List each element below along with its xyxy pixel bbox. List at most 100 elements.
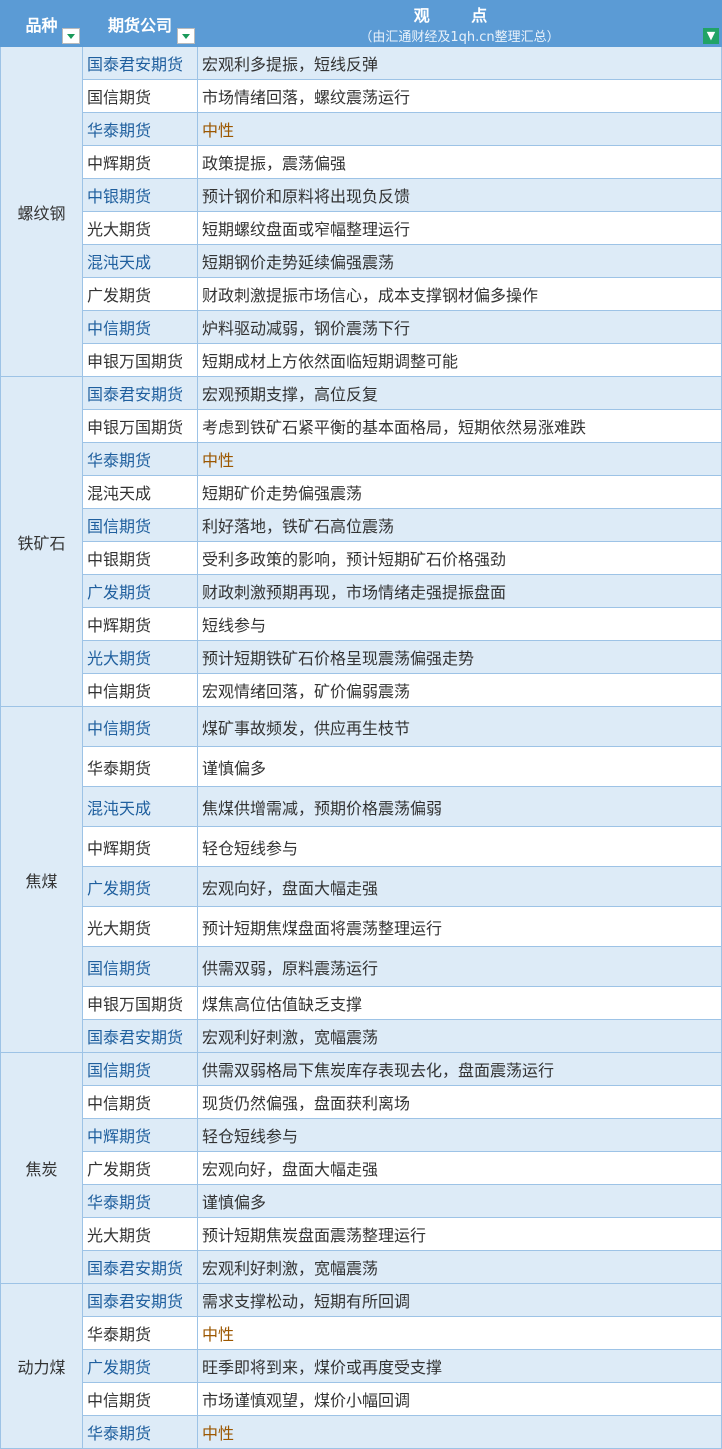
table-row: 中信期货 宏观情绪回落，矿价偏弱震荡 <box>1 673 722 707</box>
view-cell: 预计短期焦煤盘面将震荡整理运行 <box>197 906 722 947</box>
table-row: 中银期货 预计钢价和原料将出现负反馈 <box>1 178 722 212</box>
view-cell: 轻仓短线参与 <box>197 826 722 867</box>
company-cell: 混沌天成 <box>82 786 198 827</box>
table-row: 中银期货 受利多政策的影响，预计短期矿石价格强劲 <box>1 541 722 575</box>
table-row: 申银万国期货 煤焦高位估值缺乏支撑 <box>1 986 722 1020</box>
table-row: 中辉期货 轻仓短线参与 <box>1 826 722 867</box>
table-row: 焦煤 中信期货 煤矿事故频发，供应再生枝节 <box>0 706 722 1053</box>
company-cell: 华泰期货 <box>82 442 198 476</box>
view-cell: 受利多政策的影响，预计短期矿石价格强劲 <box>197 541 722 575</box>
variety-cell: 焦煤 <box>0 706 83 1053</box>
view-header: 观 点（由汇通财经及1qh.cn整理汇总） ▼ <box>197 0 722 47</box>
view-cell: 预计短期铁矿石价格呈现震荡偏强走势 <box>197 640 722 674</box>
variety-cell: 铁矿石 <box>0 376 83 707</box>
table-row: 螺纹钢 国泰君安期货 宏观利多提振，短线反弹 <box>0 46 722 377</box>
company-cell: 华泰期货 <box>82 1316 198 1350</box>
view-cell: 中性 <box>197 442 722 476</box>
view-cell: 供需双弱，原料震荡运行 <box>197 946 722 987</box>
header-row: 品种 期货公司 观 点（由汇通财经及1qh.cn整理汇总） ▼ <box>0 0 722 47</box>
company-cell: 中信期货 <box>82 1085 198 1119</box>
table-row: 光大期货 短期螺纹盘面或窄幅整理运行 <box>1 211 722 245</box>
company-cell: 广发期货 <box>82 1349 198 1383</box>
view-cell: 宏观向好，盘面大幅走强 <box>197 1151 722 1185</box>
view-cell: 短期螺纹盘面或窄幅整理运行 <box>197 211 722 245</box>
view-cell: 煤矿事故频发，供应再生枝节 <box>197 706 722 747</box>
table-row: 广发期货 财政刺激预期再现，市场情绪走强提振盘面 <box>1 574 722 608</box>
company-cell: 广发期货 <box>82 866 198 907</box>
company-cell: 申银万国期货 <box>82 343 198 377</box>
table-row: 国信期货 市场情绪回落，螺纹震荡运行 <box>1 79 722 113</box>
view-cell: 考虑到铁矿石紧平衡的基本面格局，短期依然易涨难跌 <box>197 409 722 443</box>
table-row: 混沌天成 短期钢价走势延续偏强震荡 <box>1 244 722 278</box>
company-cell: 广发期货 <box>82 1151 198 1185</box>
view-cell: 供需双弱格局下焦炭库存表现去化，盘面震荡运行 <box>197 1052 722 1086</box>
company-cell: 广发期货 <box>82 277 198 311</box>
view-cell: 煤焦高位估值缺乏支撑 <box>197 986 722 1020</box>
view-cell: 旺季即将到来，煤价或再度受支撑 <box>197 1349 722 1383</box>
view-cell: 预计钢价和原料将出现负反馈 <box>197 178 722 212</box>
view-cell: 市场情绪回落，螺纹震荡运行 <box>197 79 722 113</box>
view-cell: 利好落地，铁矿石高位震荡 <box>197 508 722 542</box>
view-cell: 中性 <box>197 1316 722 1350</box>
company-cell: 中辉期货 <box>82 1118 198 1152</box>
view-cell: 需求支撑松动，短期有所回调 <box>197 1283 722 1317</box>
view-cell: 谨慎偏多 <box>197 746 722 787</box>
company-cell: 华泰期货 <box>82 746 198 787</box>
table-row: 中辉期货 短线参与 <box>1 607 722 641</box>
view-cell: 中性 <box>197 1415 722 1449</box>
company-cell: 国泰君安期货 <box>82 46 198 80</box>
table-row: 光大期货 预计短期焦炭盘面震荡整理运行 <box>1 1217 722 1251</box>
table-row: 华泰期货 中性 <box>1 1415 722 1449</box>
table-row: 华泰期货 谨慎偏多 <box>1 1184 722 1218</box>
view-cell: 财政刺激预期再现，市场情绪走强提振盘面 <box>197 574 722 608</box>
table-row: 动力煤 国泰君安期货 需求支撑松动，短期有所回调 <box>0 1283 722 1449</box>
variety-cell: 焦炭 <box>0 1052 83 1284</box>
filter-active-icon[interactable]: ▼ <box>703 28 719 44</box>
view-cell: 短线参与 <box>197 607 722 641</box>
table-row: 国泰君安期货 宏观利好刺激，宽幅震荡 <box>1 1250 722 1284</box>
company-cell: 中信期货 <box>82 310 198 344</box>
table-row: 中信期货 现货仍然偏强，盘面获利离场 <box>1 1085 722 1119</box>
table-row: 华泰期货 谨慎偏多 <box>1 746 722 787</box>
table-row: 中辉期货 政策提振，震荡偏强 <box>1 145 722 179</box>
view-cell: 市场谨慎观望，煤价小幅回调 <box>197 1382 722 1416</box>
view-cell: 短期钢价走势延续偏强震荡 <box>197 244 722 278</box>
table-row: 国信期货 利好落地，铁矿石高位震荡 <box>1 508 722 542</box>
company-cell: 申银万国期货 <box>82 986 198 1020</box>
company-cell: 国泰君安期货 <box>82 1283 198 1317</box>
variety-filter-dropdown[interactable] <box>62 28 80 44</box>
company-cell: 华泰期货 <box>82 1184 198 1218</box>
company-cell: 光大期货 <box>82 906 198 947</box>
view-cell: 轻仓短线参与 <box>197 1118 722 1152</box>
table-row: 广发期货 宏观向好，盘面大幅走强 <box>1 866 722 907</box>
company-cell: 国信期货 <box>82 1052 198 1086</box>
company-cell: 混沌天成 <box>82 475 198 509</box>
view-cell: 宏观利好刺激，宽幅震荡 <box>197 1019 722 1053</box>
company-cell: 国泰君安期货 <box>82 1250 198 1284</box>
table-row: 混沌天成 焦煤供增需减，预期价格震荡偏弱 <box>1 786 722 827</box>
company-cell: 中辉期货 <box>82 826 198 867</box>
company-cell: 华泰期货 <box>82 112 198 146</box>
company-cell: 光大期货 <box>82 1217 198 1251</box>
company-cell: 光大期货 <box>82 211 198 245</box>
table-row: 光大期货 预计短期铁矿石价格呈现震荡偏强走势 <box>1 640 722 674</box>
company-filter-dropdown[interactable] <box>177 28 195 44</box>
table-row: 华泰期货 中性 <box>1 1316 722 1350</box>
view-cell: 宏观利好刺激，宽幅震荡 <box>197 1250 722 1284</box>
variety-header: 品种 <box>0 0 83 47</box>
table-row: 焦炭 国信期货 供需双弱格局下焦炭库存表现去化，盘面震荡运行 <box>0 1052 722 1284</box>
table-row: 铁矿石 国泰君安期货 宏观预期支撑，高位反复 <box>0 376 722 707</box>
company-cell: 中银期货 <box>82 178 198 212</box>
table-row: 申银万国期货 考虑到铁矿石紧平衡的基本面格局，短期依然易涨难跌 <box>1 409 722 443</box>
view-cell: 宏观情绪回落，矿价偏弱震荡 <box>197 673 722 707</box>
table-row: 光大期货 预计短期焦煤盘面将震荡整理运行 <box>1 906 722 947</box>
company-cell: 中银期货 <box>82 541 198 575</box>
table-row: 国泰君安期货 宏观利好刺激，宽幅震荡 <box>1 1019 722 1053</box>
table-body: 螺纹钢 国泰君安期货 宏观利多提振，短线反弹 国信期货 市场情绪回落，螺纹震荡运行 华泰期… <box>0 46 722 1449</box>
company-cell: 国信期货 <box>82 946 198 987</box>
company-cell: 华泰期货 <box>82 1415 198 1449</box>
table-row: 中信期货 市场谨慎观望，煤价小幅回调 <box>1 1382 722 1416</box>
view-cell: 短期矿价走势偏强震荡 <box>197 475 722 509</box>
company-cell: 国信期货 <box>82 508 198 542</box>
